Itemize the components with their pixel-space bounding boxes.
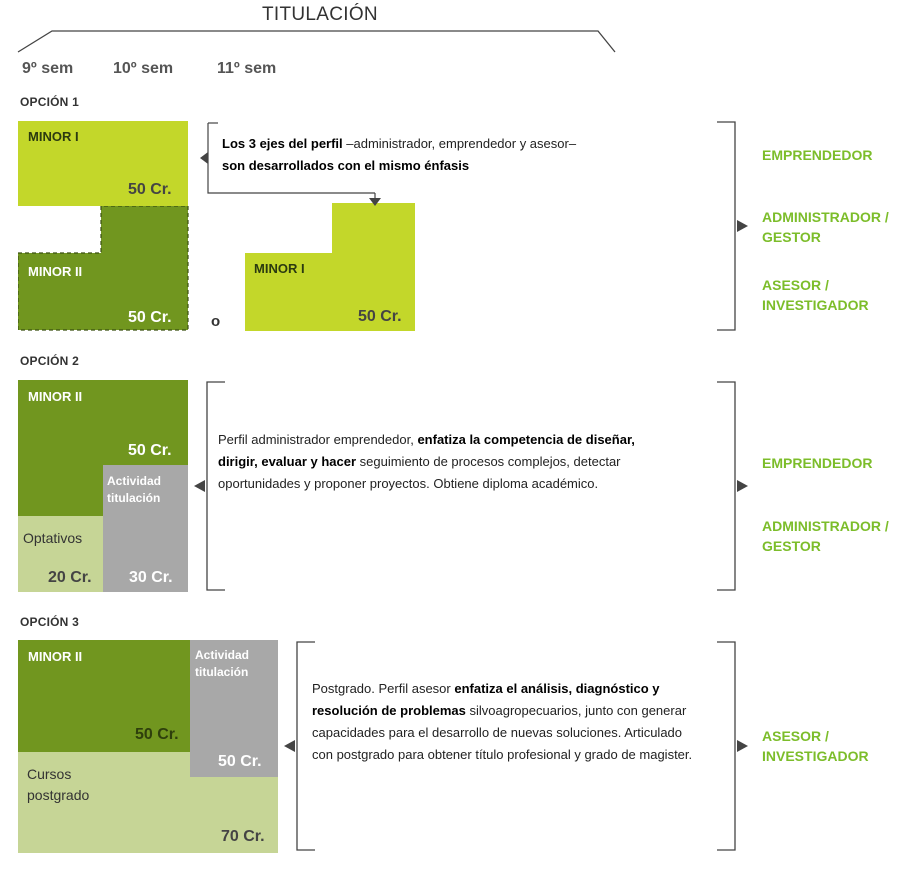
option-3-minor2-credits: 50 Cr. bbox=[135, 726, 179, 743]
option-2-actividad-credits: 30 Cr. bbox=[129, 569, 173, 586]
option-2-profile-administrador: ADMINISTRADOR / GESTOR bbox=[762, 518, 889, 554]
option-3-desc-bold-1: enfatiza el análisis, diagnóstico y reso… bbox=[312, 681, 660, 718]
semester-11: 11º sem bbox=[217, 60, 277, 77]
option-2-minor2-credits: 50 Cr. bbox=[128, 442, 172, 459]
semester-10: 10º sem bbox=[113, 60, 174, 77]
option-1-minor2-credits: 50 Cr. bbox=[128, 309, 172, 326]
option-3-cursos-title: Cursos postgrado bbox=[27, 766, 90, 803]
option-1-profile-administrador: ADMINISTRADOR / GESTOR bbox=[762, 209, 889, 245]
option-3-desc-text-1: Postgrado. Perfil asesor bbox=[312, 681, 455, 696]
option-1-profile-asesor: ASESOR / INVESTIGADOR bbox=[762, 277, 869, 313]
option-3-desc-text-2: silvoagropecuarios, junto con generar ca… bbox=[312, 703, 693, 762]
option-2-profile-bracket bbox=[717, 381, 748, 591]
option-3-actividad-block: Actividad titulación 50 Cr. bbox=[190, 640, 278, 777]
option-1-minor1-block: MINOR I 50 Cr. bbox=[18, 121, 188, 206]
titulacion-title: TITULACIÓN bbox=[262, 4, 378, 25]
option-1-profile-emprendedor: EMPRENDEDOR bbox=[762, 147, 873, 163]
option-1-desc-bold-1: Los 3 ejes del perfil bbox=[222, 136, 343, 151]
option-3-actividad-title: Actividad titulación bbox=[195, 648, 250, 679]
option-2-desc-text-1: Perfil administrador emprendedor, bbox=[218, 432, 418, 447]
option-3-profile-bracket bbox=[717, 641, 748, 851]
option-3-cursos-credits: 70 Cr. bbox=[221, 828, 265, 845]
option-3-minor2-title: MINOR II bbox=[28, 649, 83, 664]
semester-9: 9º sem bbox=[22, 60, 74, 77]
option-2-desc-bold-1: enfatiza la competencia de diseñar, diri… bbox=[218, 432, 635, 469]
option-1-minor2-shape bbox=[18, 206, 189, 331]
option-1-description: Los 3 ejes del perfil –administrador, em… bbox=[222, 133, 602, 177]
option-1-profile-bracket bbox=[717, 121, 748, 331]
option-1-label: OPCIÓN 1 bbox=[20, 95, 79, 109]
option-2-description: Perfil administrador emprendedor, enfati… bbox=[218, 429, 663, 495]
option-1-alt-minor1-shape bbox=[245, 203, 415, 331]
option-2-profile-emprendedor: EMPRENDEDOR bbox=[762, 455, 873, 471]
option-2-optativos-block: Optativos 20 Cr. bbox=[18, 516, 103, 592]
option-1-desc-frame bbox=[200, 122, 381, 206]
option-2-optativos-title: Optativos bbox=[23, 530, 83, 546]
option-2-optativos-credits: 20 Cr. bbox=[48, 569, 92, 586]
option-1-minor1-credits: 50 Cr. bbox=[128, 181, 172, 198]
option-2-actividad-title: Actividad titulación bbox=[107, 474, 162, 505]
option-2-actividad-block: Actividad titulación 30 Cr. bbox=[103, 465, 188, 592]
option-2-desc-text-2: seguimiento de procesos complejos, detec… bbox=[218, 454, 621, 491]
option-1-minor2-title: MINOR II bbox=[28, 264, 83, 279]
option-3-profile-asesor: ASESOR / INVESTIGADOR bbox=[762, 728, 869, 764]
titulacion-bracket bbox=[17, 30, 616, 53]
option-3-minor2-block: MINOR II 50 Cr. bbox=[18, 640, 190, 752]
option-2-minor2-title: MINOR II bbox=[28, 389, 83, 404]
option-2-label: OPCIÓN 2 bbox=[20, 354, 79, 368]
or-text: o bbox=[211, 313, 221, 330]
option-1-desc-text-1: –administrador, emprendedor y asesor– bbox=[342, 136, 577, 151]
option-1-alt-minor1-credits: 50 Cr. bbox=[358, 308, 402, 325]
option-3-description: Postgrado. Perfil asesor enfatiza el aná… bbox=[312, 678, 697, 766]
option-1-alt-minor1-title: MINOR I bbox=[254, 261, 305, 276]
option-3-desc-bracket bbox=[284, 641, 315, 851]
option-3-actividad-credits: 50 Cr. bbox=[218, 753, 262, 770]
option-2-desc-bracket bbox=[194, 381, 225, 591]
option-1-desc-bold-2: son desarrollados con el mismo énfasis bbox=[222, 158, 470, 173]
option-3-label: OPCIÓN 3 bbox=[20, 615, 79, 629]
option-1-minor1-title: MINOR I bbox=[28, 129, 79, 144]
